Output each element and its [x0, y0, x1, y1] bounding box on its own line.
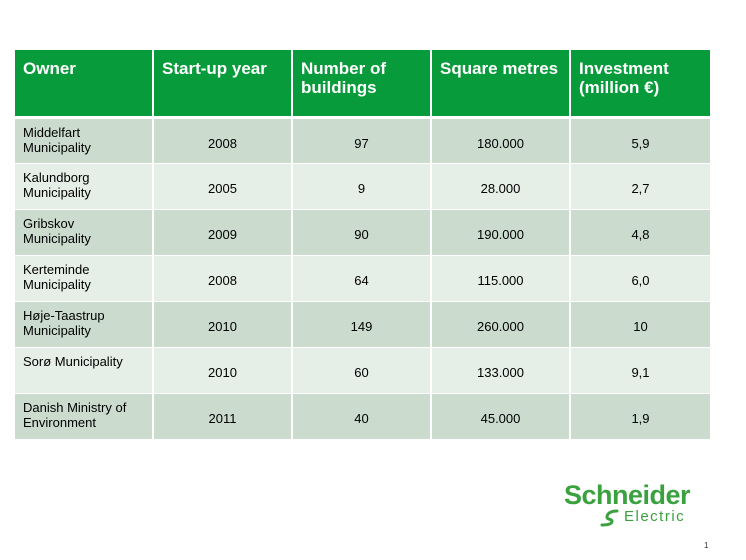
start-year-cell: 2009	[153, 209, 293, 256]
buildings-cell: 149	[292, 301, 432, 348]
investment-cell: 4,8	[570, 209, 710, 256]
owner-cell: Gribskov Municipality	[15, 209, 154, 256]
header-square-metres: Square metres	[431, 50, 571, 119]
start-year-cell: 2005	[153, 163, 293, 210]
table-row: Gribskov Municipality 2009 90 190.000 4,…	[15, 209, 710, 256]
schneider-logo-icon	[600, 509, 619, 527]
buildings-cell: 40	[292, 393, 432, 439]
table-row: Danish Ministry of Environment 2011 40 4…	[15, 393, 710, 439]
square-metres-cell: 115.000	[431, 255, 571, 302]
owner-cell: Danish Ministry of Environment	[15, 393, 154, 439]
owner-cell: Kalundborg Municipality	[15, 163, 154, 210]
investment-cell: 2,7	[570, 163, 710, 210]
header-start-up-year: Start-up year	[153, 50, 293, 119]
schneider-electric-logo: Schneider Electric	[560, 480, 720, 528]
start-year-cell: 2008	[153, 117, 293, 164]
start-year-cell: 2008	[153, 255, 293, 302]
buildings-cell: 97	[292, 117, 432, 164]
square-metres-cell: 45.000	[431, 393, 571, 439]
square-metres-cell: 190.000	[431, 209, 571, 256]
square-metres-cell: 133.000	[431, 347, 571, 394]
investment-cell: 1,9	[570, 393, 710, 439]
buildings-cell: 90	[292, 209, 432, 256]
investment-cell: 5,9	[570, 117, 710, 164]
square-metres-cell: 260.000	[431, 301, 571, 348]
owner-cell: Kerteminde Municipality	[15, 255, 154, 302]
buildings-cell: 64	[292, 255, 432, 302]
investment-cell: 6,0	[570, 255, 710, 302]
data-table: Owner Start-up year Number of buildings …	[15, 50, 710, 439]
header-number-of-buildings: Number of buildings	[292, 50, 432, 119]
buildings-cell: 60	[292, 347, 432, 394]
investment-cell: 9,1	[570, 347, 710, 394]
logo-name: Schneider	[564, 480, 691, 510]
page-number: 1	[704, 541, 709, 550]
header-row: Owner Start-up year Number of buildings …	[15, 50, 710, 119]
table-row: Kalundborg Municipality 2005 9 28.000 2,…	[15, 163, 710, 210]
investment-cell: 10	[570, 301, 710, 348]
table-row: Sorø Municipality 2010 60 133.000 9,1	[15, 347, 710, 394]
start-year-cell: 2010	[153, 301, 293, 348]
table-row: Middelfart Municipality 2008 97 180.000 …	[15, 117, 710, 164]
table-row: Kerteminde Municipality 2008 64 115.000 …	[15, 255, 710, 302]
header-investment: Investment (million €)	[570, 50, 710, 119]
header-owner: Owner	[15, 50, 154, 119]
buildings-cell: 9	[292, 163, 432, 210]
square-metres-cell: 180.000	[431, 117, 571, 164]
owner-cell: Sorø Municipality	[15, 347, 154, 394]
logo-sub: Electric	[624, 508, 686, 525]
table-row: Høje-Taastrup Municipality 2010 149 260.…	[15, 301, 710, 348]
owner-cell: Høje-Taastrup Municipality	[15, 301, 154, 348]
owner-cell: Middelfart Municipality	[15, 117, 154, 164]
start-year-cell: 2010	[153, 347, 293, 394]
square-metres-cell: 28.000	[431, 163, 571, 210]
start-year-cell: 2011	[153, 393, 293, 439]
